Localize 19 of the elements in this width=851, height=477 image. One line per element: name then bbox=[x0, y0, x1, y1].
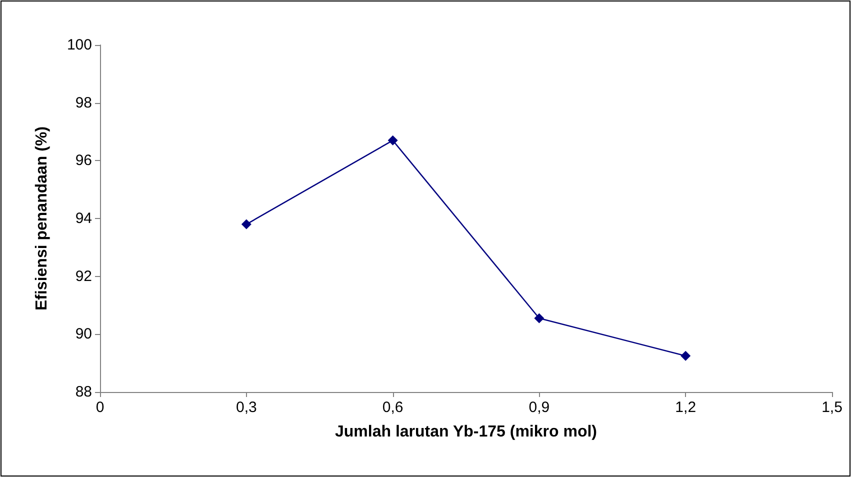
point bbox=[388, 135, 398, 146]
y-tick-label: 100 bbox=[66, 36, 92, 54]
y-tick-label: 94 bbox=[75, 210, 92, 227]
point bbox=[680, 350, 691, 361]
x-tick-label: 0,3 bbox=[236, 399, 257, 416]
point bbox=[534, 313, 544, 324]
y-tick-label: 98 bbox=[75, 94, 92, 112]
x-tick-label: 0 bbox=[96, 399, 104, 416]
x-tick-label: 0,9 bbox=[528, 399, 550, 416]
x-tick-label: 1,2 bbox=[675, 399, 696, 416]
x-axis-title: Jumlah larutan Yb-175 (mikro mol) bbox=[335, 424, 597, 440]
y-axis-title: Efisiensi penandaan (%) bbox=[34, 126, 50, 311]
y-tick-label: 90 bbox=[75, 326, 92, 343]
x-tick-label: 0,6 bbox=[382, 399, 404, 416]
y-tick-label: 88 bbox=[75, 384, 92, 400]
y-tick-label: 96 bbox=[75, 152, 92, 170]
x-tick-label: 1,5 bbox=[822, 399, 842, 416]
point bbox=[241, 219, 252, 230]
y-tick-label: 92 bbox=[75, 268, 92, 285]
